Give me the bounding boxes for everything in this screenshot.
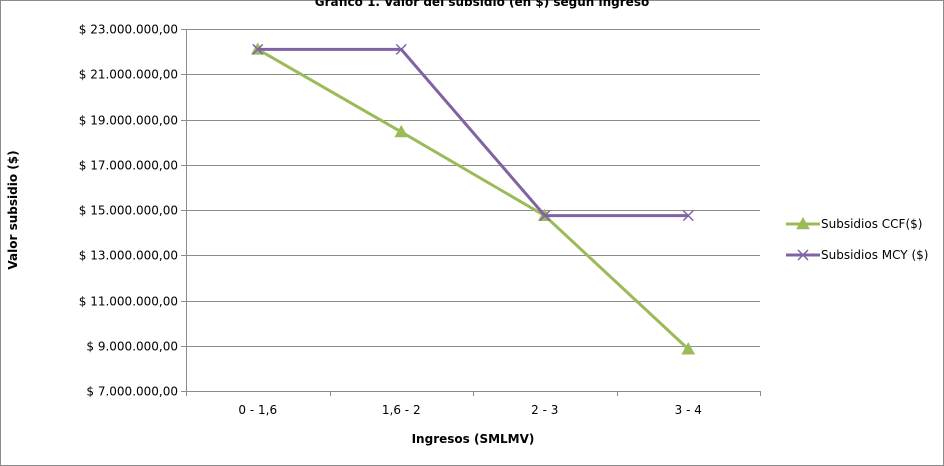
series-line bbox=[257, 48, 690, 351]
data-point bbox=[395, 43, 407, 55]
y-tick-label: $ 7.000.000,00 bbox=[86, 385, 178, 399]
y-tick-label: $ 19.000.000,00 bbox=[79, 114, 178, 128]
x-tick-label: 1,6 - 2 bbox=[382, 403, 421, 417]
x-tick-label: 2 - 3 bbox=[531, 403, 558, 417]
y-tick-label: $ 11.000.000,00 bbox=[79, 295, 178, 309]
marker-x-stroke bbox=[682, 210, 694, 222]
legend-item: Subsidios CCF($) bbox=[786, 216, 922, 231]
series-line bbox=[257, 47, 689, 218]
y-tick-label: $ 17.000.000,00 bbox=[79, 159, 178, 173]
legend: Subsidios CCF($) Subsidios MCY ($) bbox=[786, 216, 928, 262]
series-2 bbox=[252, 43, 694, 222]
data-point bbox=[394, 124, 409, 138]
y-tick-label: $ 15.000.000,00 bbox=[79, 204, 178, 218]
y-tick-label: $ 13.000.000,00 bbox=[79, 249, 178, 263]
marker-x-stroke bbox=[539, 210, 551, 222]
legend-marker bbox=[796, 216, 810, 230]
legend-label: Subsidios MCY ($) bbox=[821, 248, 928, 262]
y-tick-label: $ 23.000.000,00 bbox=[79, 23, 178, 37]
legend-item: Subsidios MCY ($) bbox=[786, 248, 928, 262]
axes: $ 7.000.000,00 $ 9.000.000,00 $ 11.000.000… bbox=[79, 23, 761, 417]
series bbox=[250, 42, 696, 355]
y-tick-label: $ 21.000.000,00 bbox=[79, 68, 178, 82]
y-tick-label: $ 9.000.000,00 bbox=[86, 340, 178, 354]
data-point bbox=[681, 342, 696, 355]
x-axis-title: Ingresos (SMLMV) bbox=[412, 432, 535, 446]
gridlines bbox=[186, 29, 760, 347]
x-tick-label: 0 - 1,6 bbox=[238, 403, 277, 417]
legend-marker bbox=[797, 249, 809, 261]
data-point bbox=[252, 43, 264, 55]
marker-x-stroke bbox=[252, 43, 264, 55]
y-axis-title: Valor subsidio ($) bbox=[6, 150, 20, 269]
marker-x-stroke bbox=[395, 43, 407, 55]
x-tick-label: 3 - 4 bbox=[675, 403, 702, 417]
legend-label: Subsidios CCF($) bbox=[821, 217, 922, 231]
data-point bbox=[539, 210, 551, 222]
marker-x-stroke bbox=[797, 249, 809, 261]
chart-title: Gráfico 1. Valor del subsidio (en $) seg… bbox=[315, 0, 649, 9]
data-point bbox=[682, 210, 694, 222]
